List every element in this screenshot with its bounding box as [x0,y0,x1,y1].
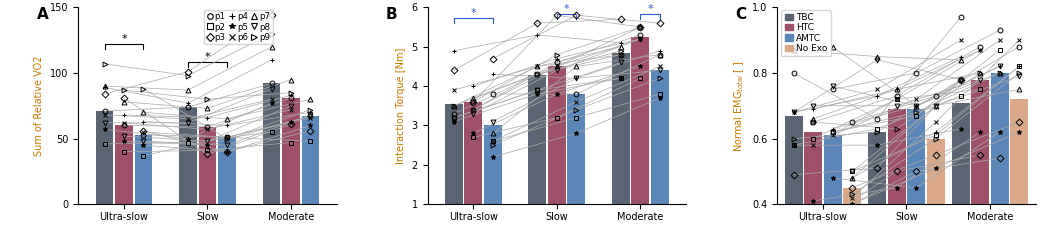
Bar [868,132,886,204]
Bar [1010,99,1029,204]
Y-axis label: Normal EMG$_{total}$ [ ]: Normal EMG$_{total}$ [ ] [733,60,746,152]
Bar [907,109,925,204]
Bar [888,109,906,204]
Text: *: * [121,34,127,44]
Legend: TBC, HTC, AMTC, No Exo: TBC, HTC, AMTC, No Exo [782,10,831,56]
Bar [548,66,566,204]
Bar [529,75,547,204]
Bar [567,94,585,204]
Text: A: A [36,7,49,22]
Bar [96,111,113,204]
Legend: p1, p2, p3, p4, p5, p6, p7, p8, p9: p1, p2, p3, p4, p5, p6, p7, p8, p9 [204,10,273,45]
Bar [991,73,1009,204]
Bar [632,37,650,204]
Bar [116,125,133,204]
Bar [302,116,320,204]
Bar [199,127,217,204]
Bar [926,138,944,204]
Bar [134,135,152,204]
Y-axis label: Sum of Relative VO2: Sum of Relative VO2 [34,56,45,156]
Bar [464,102,482,204]
Text: B: B [386,7,398,22]
Bar [651,70,669,204]
Bar [843,188,861,204]
Text: *: * [648,4,653,15]
Bar [951,103,969,204]
Bar [785,116,803,204]
Text: *: * [205,52,210,62]
Text: *: * [471,8,476,18]
Bar [282,98,300,204]
Text: *: * [564,4,569,15]
Bar [971,79,989,204]
Bar [445,104,463,204]
Y-axis label: Interaction Torque [Nm]: Interaction Torque [Nm] [396,47,406,164]
Bar [612,53,630,204]
Bar [218,137,236,204]
Bar [484,125,502,204]
Bar [262,83,280,204]
Text: C: C [736,7,746,22]
Bar [804,132,822,204]
Bar [823,135,841,204]
Bar [179,107,197,204]
